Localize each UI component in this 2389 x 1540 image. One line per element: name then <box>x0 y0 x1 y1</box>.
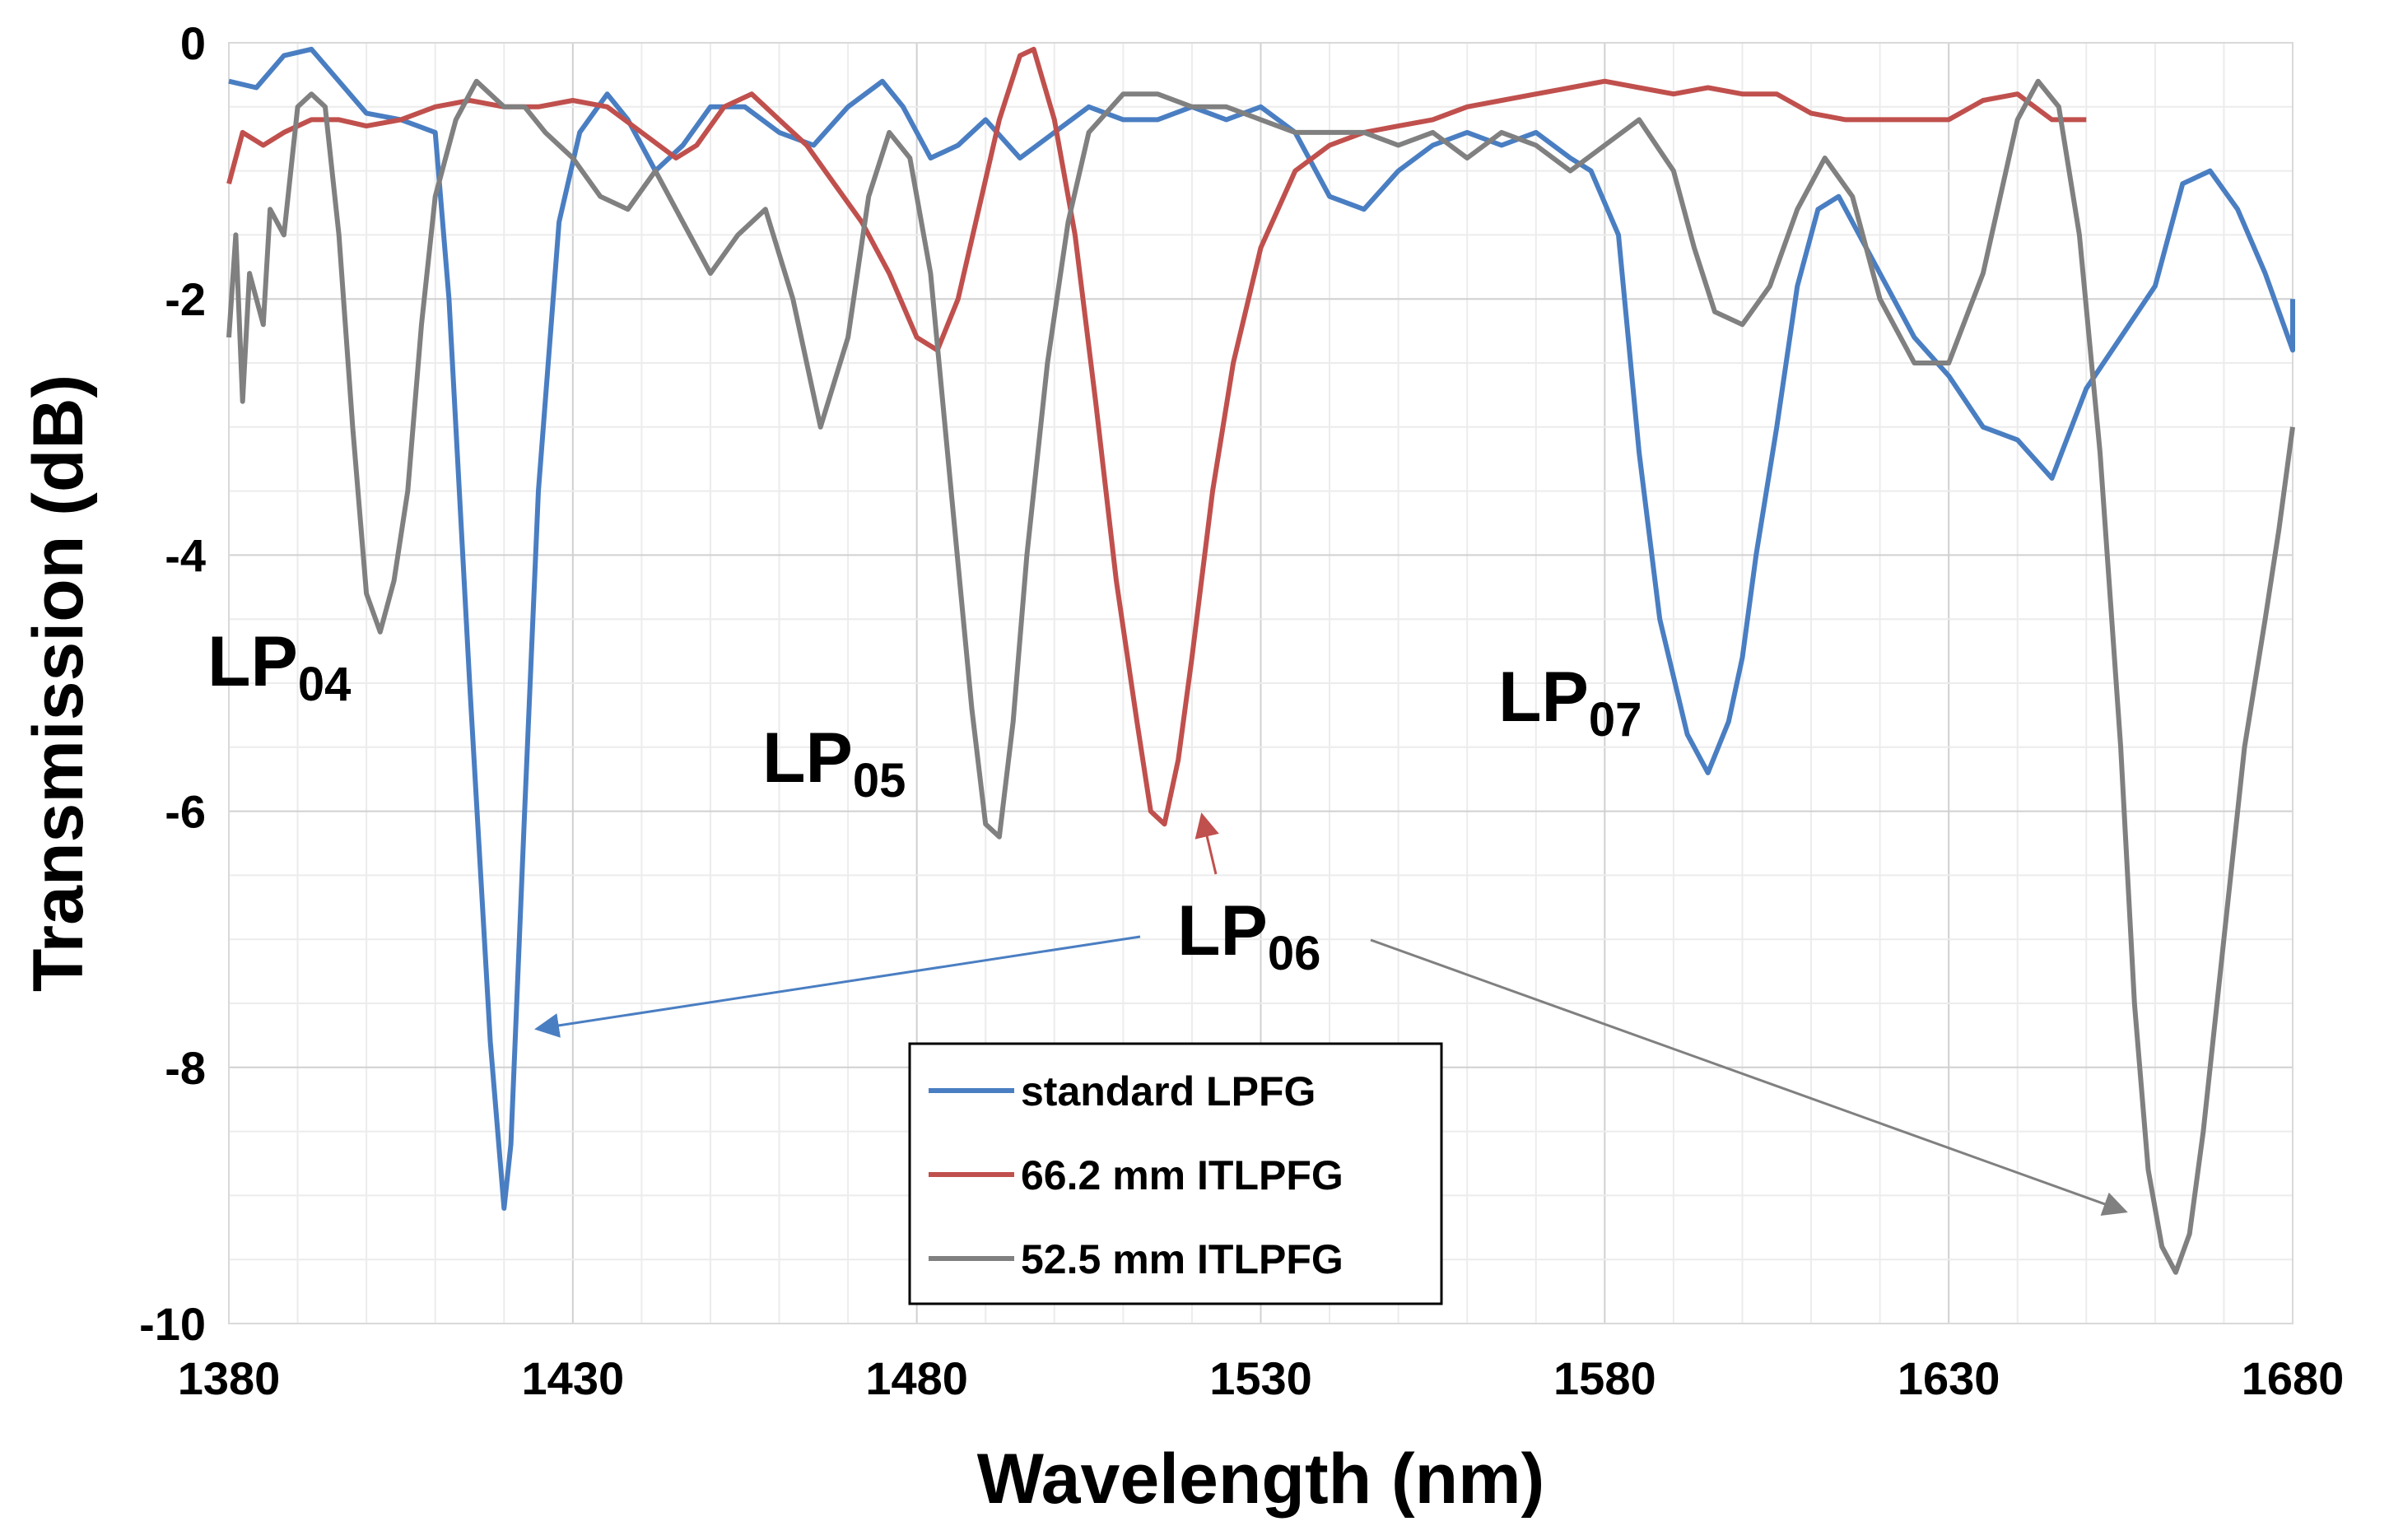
arrow-lp06-gray <box>1370 938 2128 1216</box>
annotation-lp05: LP05 <box>762 719 906 807</box>
x-tick-label: 1680 <box>2242 1352 2345 1404</box>
legend-label-standard: standard LPFG <box>1021 1068 1316 1114</box>
x-axis-title: Wavelength (nm) <box>977 1440 1545 1519</box>
y-tick-label: -4 <box>165 529 206 581</box>
y-tick-label: -2 <box>165 273 206 325</box>
series-line-0 <box>228 46 2295 1211</box>
annotation-lp06: LP06 <box>1177 891 1320 980</box>
arrow-lp06-red <box>1194 812 1219 875</box>
x-tick-label: 1630 <box>1898 1352 2000 1404</box>
arrow-lp06-blue <box>534 935 1141 1038</box>
legend-label-66mm: 66.2 mm ITLPFG <box>1021 1152 1344 1198</box>
annotation-lp04: LP04 <box>207 622 351 711</box>
y-axis-title: Transmission (dB) <box>19 375 98 992</box>
x-tick-label: 1430 <box>522 1352 625 1404</box>
y-tick-label: -10 <box>139 1298 206 1350</box>
annotation-lp07: LP07 <box>1498 658 1642 747</box>
legend: standard LPFG 66.2 mm ITLPFG 52.5 mm ITL… <box>908 1042 1443 1305</box>
tick-labels: 1380 1430 1480 1530 1580 1630 1680 0 -2 -4 -6 -8 -10 <box>139 17 2344 1404</box>
series-line-1 <box>226 46 2087 827</box>
x-tick-label: 1380 <box>178 1352 281 1404</box>
plot-area <box>228 42 2294 1324</box>
series-line-2 <box>226 78 2295 1275</box>
series-lines <box>226 46 2295 1275</box>
y-tick-label: -8 <box>165 1042 206 1094</box>
y-tick-label: 0 <box>180 17 206 69</box>
legend-label-52mm: 52.5 mm ITLPFG <box>1021 1236 1344 1282</box>
x-tick-label: 1530 <box>1209 1352 1312 1404</box>
x-tick-label: 1580 <box>1553 1352 1656 1404</box>
y-tick-label: -6 <box>165 786 206 838</box>
x-tick-label: 1480 <box>865 1352 968 1404</box>
